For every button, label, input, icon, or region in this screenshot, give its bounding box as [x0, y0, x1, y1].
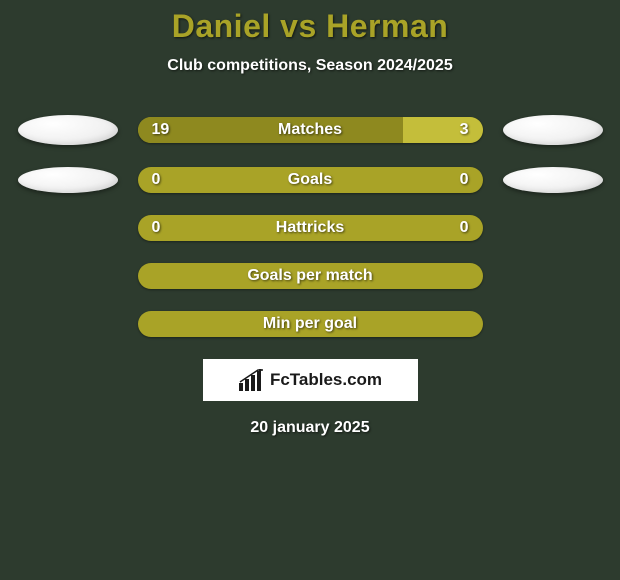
stat-label: Goals per match: [247, 267, 372, 285]
bar-chart-icon: [238, 369, 264, 391]
logo-text: FcTables.com: [270, 370, 382, 390]
stat-label: Min per goal: [263, 315, 357, 333]
stat-left-value: 0: [152, 171, 161, 189]
stat-row-gpm: Goals per match: [0, 263, 620, 289]
stat-row-hattricks: 0 Hattricks 0: [0, 215, 620, 241]
site-logo[interactable]: FcTables.com: [203, 359, 418, 401]
stat-label: Hattricks: [276, 219, 344, 237]
player-right-avatar: [503, 167, 603, 193]
stat-left-value: 19: [152, 121, 170, 139]
stat-bar: 0 Goals 0: [138, 167, 483, 193]
player-left-avatar: [18, 115, 118, 145]
stat-bar: 0 Hattricks 0: [138, 215, 483, 241]
comparison-container: Daniel vs Herman Club competitions, Seas…: [0, 0, 620, 437]
stat-left-value: 0: [152, 219, 161, 237]
stat-bar: 19 Matches 3: [138, 117, 483, 143]
stat-right-value: 3: [460, 121, 469, 139]
stat-bar: Min per goal: [138, 311, 483, 337]
player-right-avatar: [503, 115, 603, 145]
stat-bar: Goals per match: [138, 263, 483, 289]
stat-right-value: 0: [460, 219, 469, 237]
bar-fill-left: [138, 117, 404, 143]
stat-row-goals: 0 Goals 0: [0, 167, 620, 193]
stat-row-mpg: Min per goal: [0, 311, 620, 337]
stat-label: Matches: [278, 121, 342, 139]
player-left-avatar: [18, 167, 118, 193]
stat-row-matches: 19 Matches 3: [0, 115, 620, 145]
subtitle: Club competitions, Season 2024/2025: [0, 57, 620, 75]
bar-fill-right: [403, 117, 482, 143]
stat-label: Goals: [288, 171, 332, 189]
stat-right-value: 0: [460, 171, 469, 189]
page-title: Daniel vs Herman: [0, 8, 620, 45]
snapshot-date: 20 january 2025: [0, 419, 620, 437]
